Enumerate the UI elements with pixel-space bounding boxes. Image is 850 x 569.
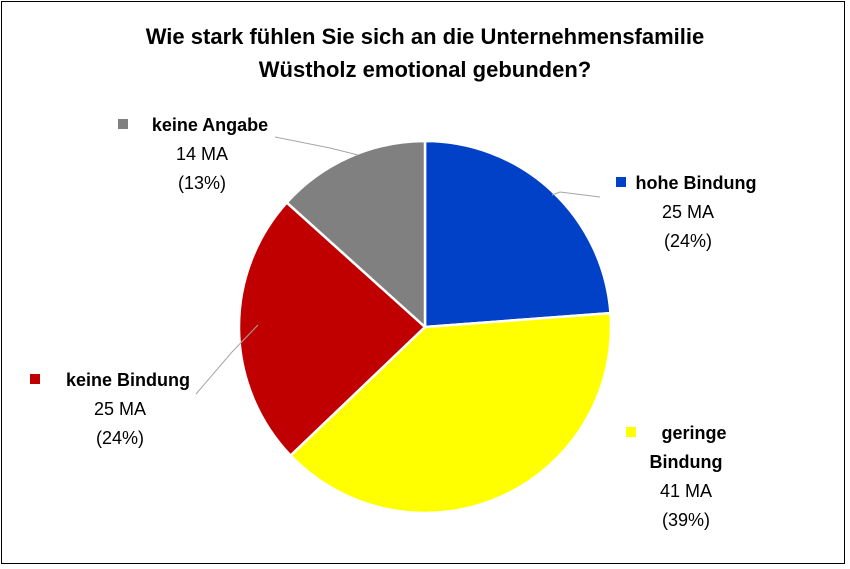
label-key-geringe-bindung xyxy=(626,427,636,437)
leader-line-hohe-bindung xyxy=(551,191,601,198)
chart-title-line-2: Wüstholz emotional gebunden? xyxy=(258,57,592,82)
pie-slice-keine-bindung xyxy=(237,201,427,457)
pie-slices xyxy=(237,139,613,515)
label-key-keine-bindung xyxy=(30,374,40,384)
data-label-keine-bindung: keine Bindung 25 MA (24%) xyxy=(66,370,190,448)
data-label-geringe-bindung: geringe Bindung 41 MA (39%) xyxy=(650,423,727,530)
label-key-hohe-bindung xyxy=(616,177,626,187)
leader-line-keine-angabe xyxy=(274,136,359,156)
label-key-keine-angabe xyxy=(118,119,128,129)
pie-slice-keine-angabe xyxy=(285,139,427,329)
data-labels: hohe Bindung 25 MA (24%) geringe Bindung 41 M… xyxy=(30,115,756,530)
pie-slice-geringe-bindung xyxy=(289,311,613,515)
leader-lines xyxy=(195,136,601,395)
leader-line-keine-bindung xyxy=(195,324,259,395)
data-label-hohe-bindung: hohe Bindung 25 MA (24%) xyxy=(636,173,757,251)
data-label-keine-angabe: keine Angabe 14 MA (13%) xyxy=(152,115,268,193)
chart-title: Wie stark fühlen Sie sich an die Unterne… xyxy=(0,20,850,86)
chart-title-line-1: Wie stark fühlen Sie sich an die Unterne… xyxy=(145,24,705,49)
pie-slice-hohe-bindung xyxy=(423,139,612,329)
